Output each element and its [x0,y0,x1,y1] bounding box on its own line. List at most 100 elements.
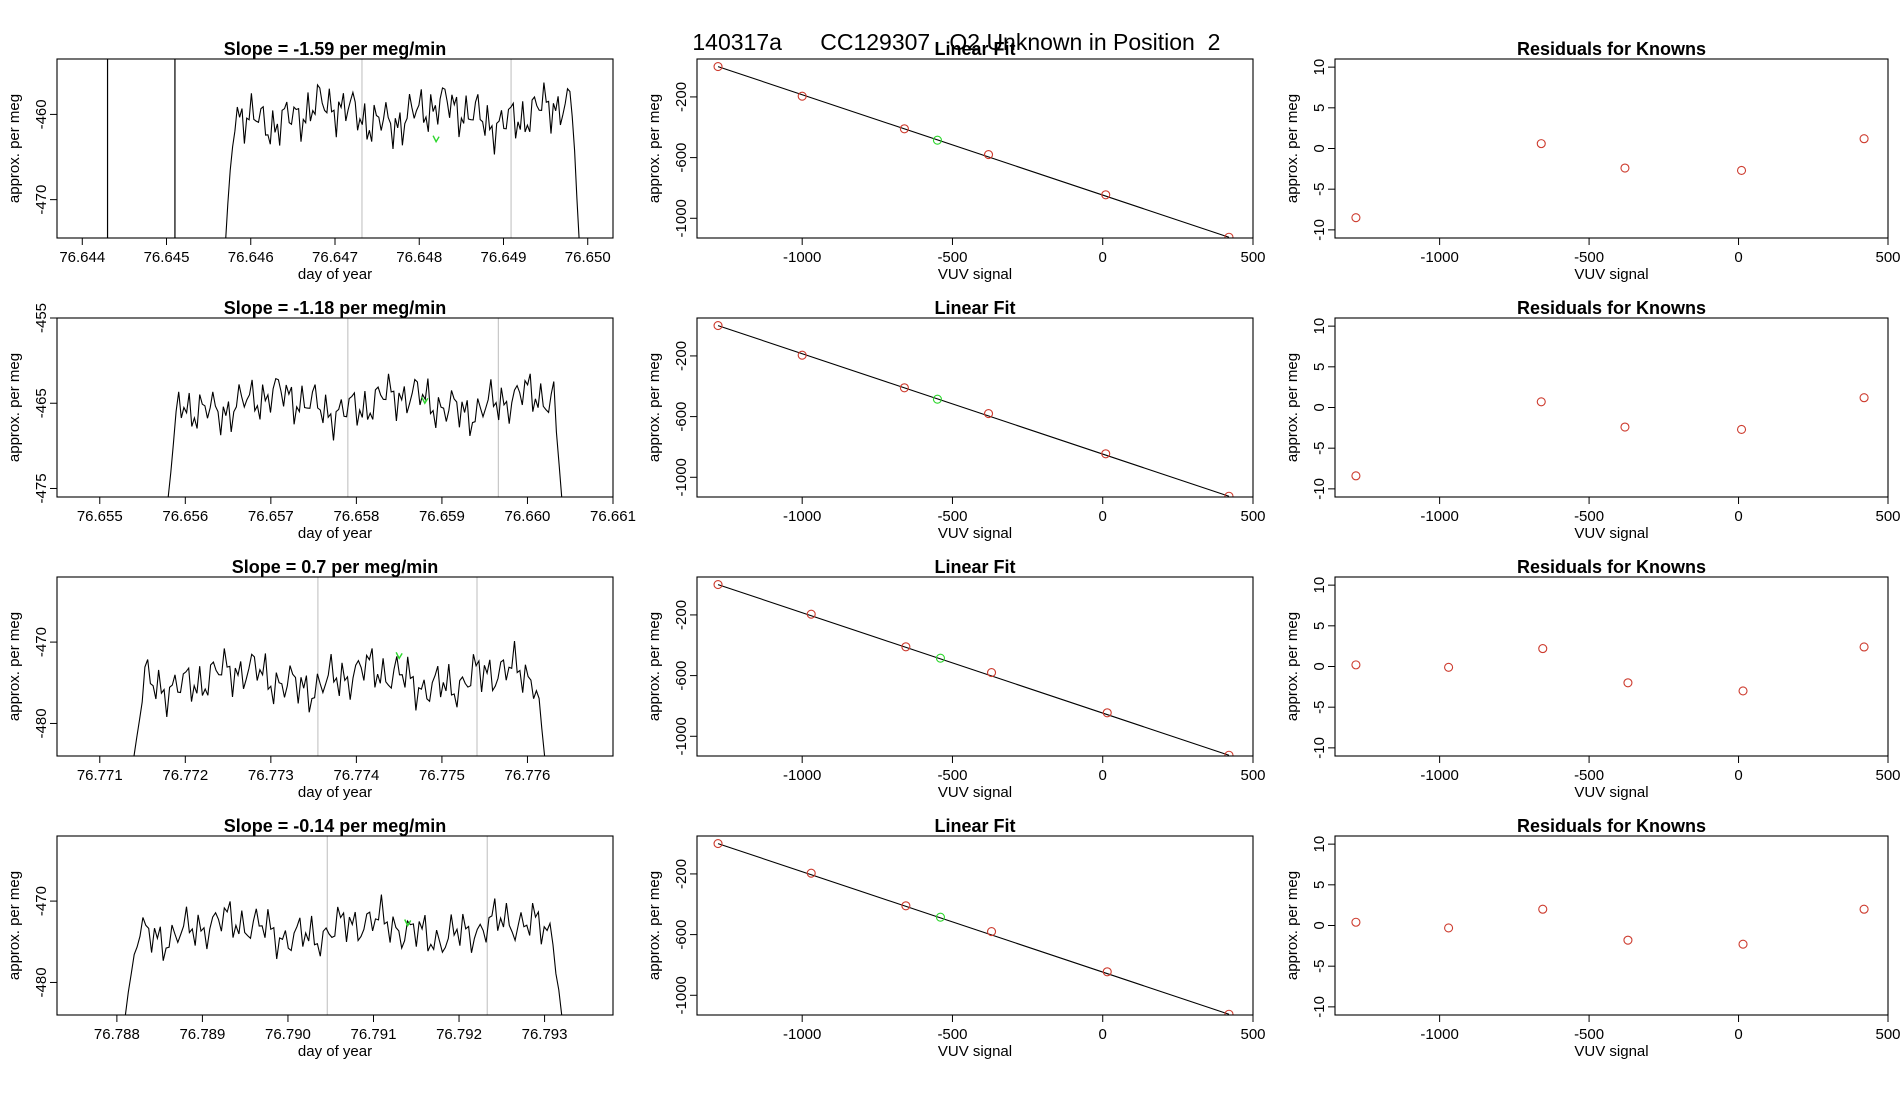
y-tick-label: -10 [1311,478,1328,500]
y-tick-label: -5 [1311,960,1328,973]
y-axis-label: approx. per meg [646,94,663,203]
x-tick-label: 76.792 [436,1026,482,1043]
x-tick-label: 76.772 [162,767,208,784]
x-tick-label: 500 [1875,508,1900,525]
y-tick-label: 5 [1311,363,1328,371]
x-axis-label: day of year [298,784,372,801]
plot-area [713,62,1234,238]
known-point [1101,190,1111,200]
residual-point [1859,642,1869,652]
panel-title: Slope = -1.59 per meg/min [224,39,447,59]
y-tick-label: 0 [1311,144,1328,152]
known-point [806,609,816,619]
residual-point [1536,397,1546,407]
known-point [797,350,807,360]
panel-linear_fit-row-2: Linear Fit -1000 -500 0 500 VUV signal -200 -60… [646,298,1266,542]
panel-title: Linear Fit [934,557,1015,577]
unknown-point [935,912,945,922]
x-tick-label: 76.650 [565,249,611,266]
y-tick-label: 10 [1311,318,1328,335]
known-point [1102,708,1112,718]
page-title: 140317a CC129307 O2 Unknown in Position … [692,29,1221,55]
y-tick-label: -470 [33,886,50,916]
residual-point [1736,165,1747,176]
plot-area [167,318,563,497]
x-axis-label: day of year [298,525,372,542]
y-axis-label: approx. per meg [646,612,663,721]
x-tick-label: 76.790 [265,1026,311,1043]
plot-frame [1334,317,1889,498]
x-axis-label: VUV signal [1574,1043,1648,1060]
x-tick-label: 500 [1240,249,1265,266]
y-axis-label: approx. per meg [1284,94,1301,203]
x-tick-label: -500 [937,249,967,266]
y-tick-label: -600 [673,920,690,950]
x-tick-label: 76.776 [505,767,551,784]
y-tick-label: -5 [1311,701,1328,714]
y-tick-label: -200 [673,341,690,371]
panel-timeseries-row-4: Slope = -0.14 per meg/min 76.788 76.789 76.… [6,816,614,1060]
x-tick-label: 0 [1099,508,1107,525]
y-tick-label: -480 [33,967,50,997]
y-tick-label: -1000 [673,717,690,755]
residual-point [1351,917,1361,927]
residual-point [1620,422,1630,432]
known-point [1224,232,1234,238]
plot-area [133,577,546,756]
panel-title: Residuals for Knowns [1517,816,1706,836]
x-tick-label: 500 [1240,1026,1265,1043]
x-tick-label: 76.649 [481,249,527,266]
plot-frame [56,317,614,498]
panel-residuals-row-2: Residuals for Knowns -1000 -500 0 500 VUV sig… [1284,298,1900,542]
known-point [983,409,994,419]
known-point [1224,1009,1234,1015]
signal-trace [225,82,580,238]
x-tick-label: 76.655 [77,508,123,525]
page-title-wrap: 140317a CC129307 O2 Unknown in Position … [0,2,1900,56]
panel-timeseries-row-2: Slope = -1.18 per meg/min 76.655 76.656 76.… [6,298,636,542]
x-tick-label: 0 [1099,767,1107,784]
known-point [1102,967,1112,977]
x-tick-label: 76.773 [248,767,294,784]
plot-frame [1334,58,1889,239]
x-tick-label: -1000 [1420,767,1458,784]
y-tick-label: 0 [1311,403,1328,411]
x-tick-label: -1000 [1420,508,1458,525]
panel-timeseries-row-1: Slope = -1.59 per meg/min 76.644 76.645 76.… [6,39,614,283]
x-tick-label: 0 [1099,1026,1107,1043]
known-point [986,668,997,678]
x-tick-label: -500 [937,508,967,525]
x-tick-label: 76.661 [590,508,636,525]
y-tick-label: -10 [1311,996,1328,1018]
unknown-point [932,135,942,145]
residual-point [1444,662,1454,672]
x-tick-label: 0 [1734,508,1742,525]
residual-point [1859,393,1869,403]
x-axis-label: VUV signal [1574,525,1648,542]
y-tick-label: -10 [1311,737,1328,759]
residual-point [1351,471,1361,481]
panel-linear_fit-row-3: Linear Fit -1000 -500 0 500 VUV signal -200 -60… [646,557,1266,801]
known-point [986,927,997,937]
residual-point [1351,660,1361,670]
y-tick-label: -600 [673,661,690,691]
y-tick-label: -5 [1311,442,1328,455]
panel-timeseries-row-3: Slope = 0.7 per meg/min 76.771 76.772 76.77… [6,557,614,801]
y-axis-label: approx. per meg [6,612,23,721]
panel-title: Linear Fit [934,816,1015,836]
x-tick-label: 76.775 [419,767,465,784]
x-axis-label: VUV signal [938,525,1012,542]
fit-line [717,66,1230,238]
y-tick-label: -465 [33,388,50,418]
y-axis-label: approx. per meg [1284,353,1301,462]
y-tick-label: -455 [33,303,50,333]
y-tick-label: -1000 [673,976,690,1014]
known-point [713,839,723,849]
known-point [797,91,807,101]
y-tick-label: 5 [1311,622,1328,630]
x-tick-label: -500 [1574,1026,1604,1043]
x-tick-label: -500 [1574,767,1604,784]
x-tick-label: 76.658 [333,508,379,525]
x-tick-label: 76.660 [505,508,551,525]
x-tick-label: 500 [1240,508,1265,525]
